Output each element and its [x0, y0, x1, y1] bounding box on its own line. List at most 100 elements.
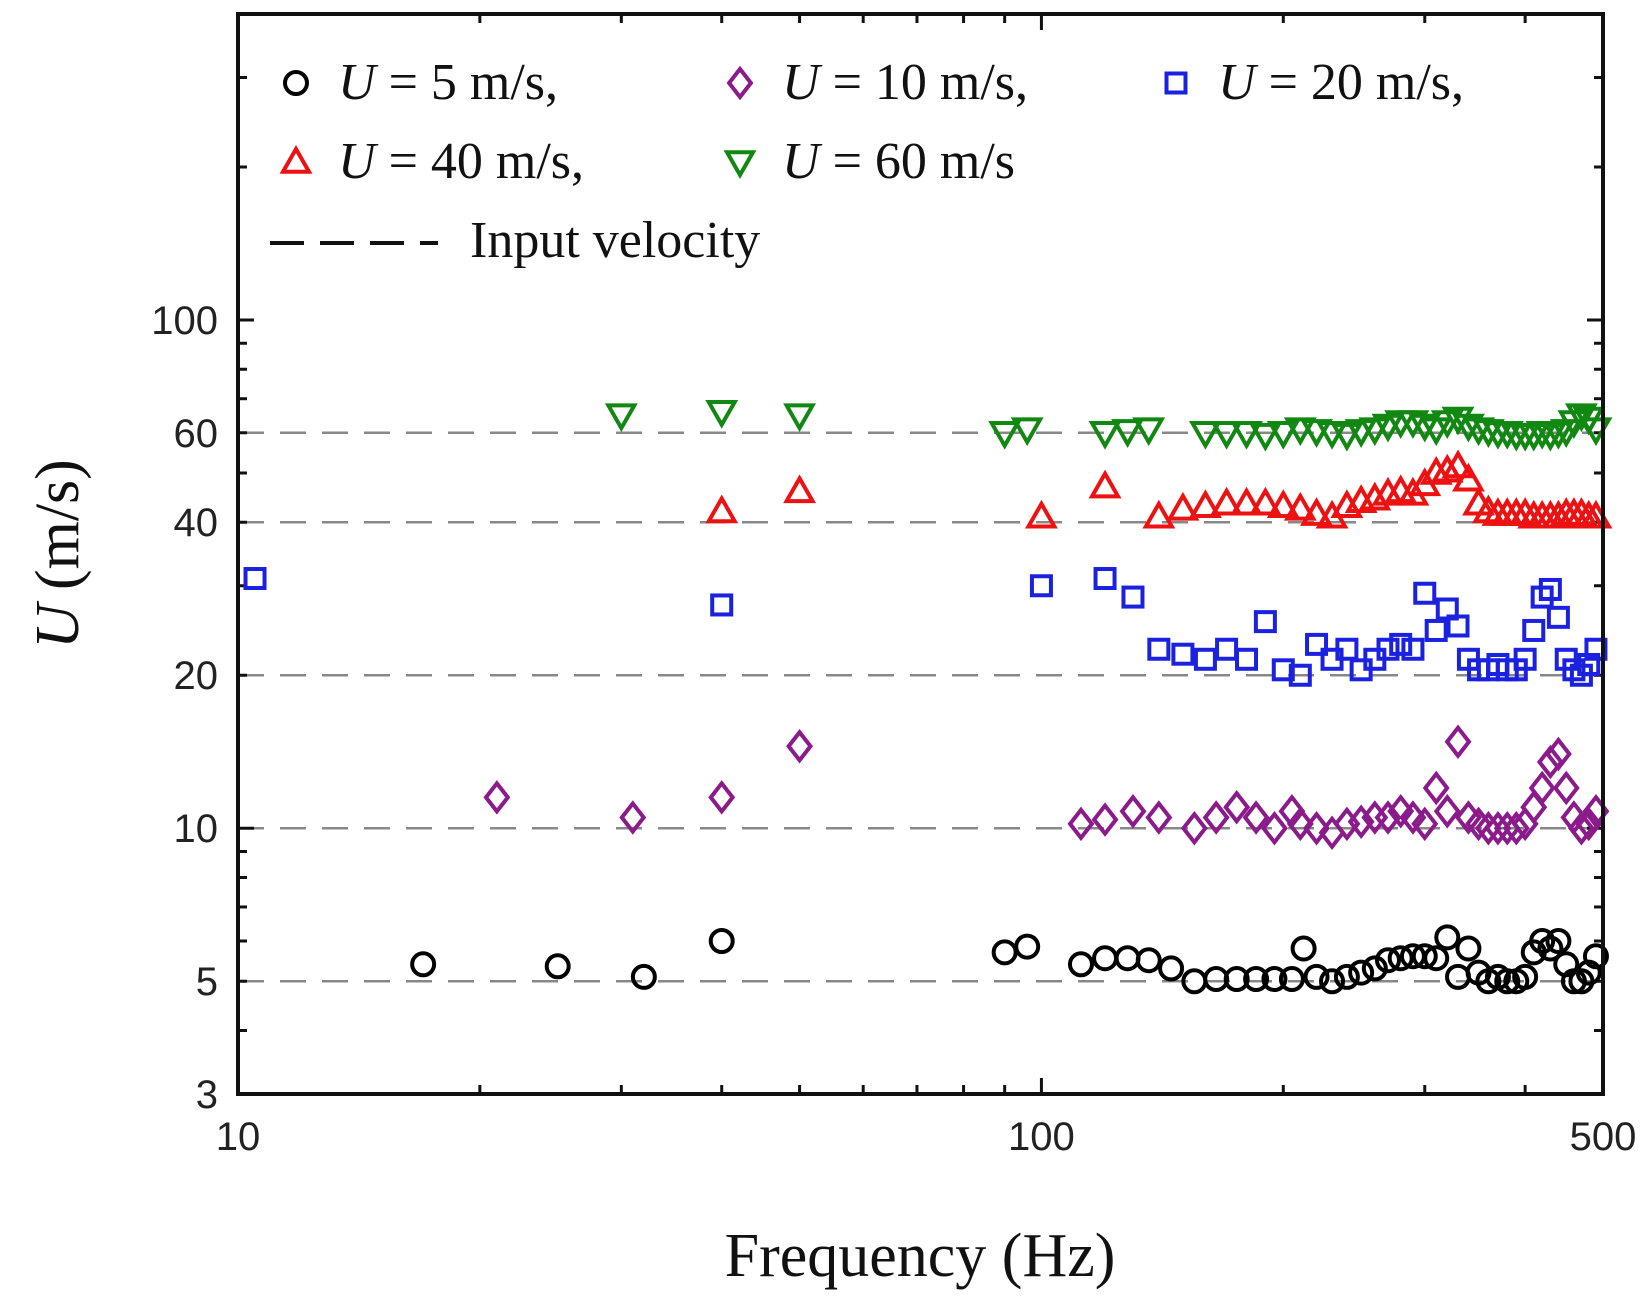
data-point [988, 421, 1022, 450]
data-point [1283, 491, 1317, 521]
data-point [1088, 421, 1122, 450]
y-tick-label: 60 [174, 412, 219, 456]
data-point [1243, 966, 1270, 993]
data-point [783, 403, 817, 433]
data-point [483, 780, 511, 815]
plot-area [238, 14, 1603, 1094]
data-point [1538, 577, 1562, 601]
legend-marker [726, 65, 754, 101]
data-point [1484, 810, 1512, 846]
data-point [1564, 497, 1598, 526]
series-1 [483, 724, 1610, 850]
data-point [1528, 770, 1556, 806]
legend-item-3: U = 40 m/s, [279, 133, 584, 190]
y-tick-label: 100 [151, 299, 218, 343]
data-point [604, 403, 638, 433]
legend-item-4: U = 60 m/s [723, 133, 1015, 190]
data-point [1300, 497, 1333, 526]
data-point [1067, 951, 1094, 978]
data-point [1319, 968, 1346, 995]
data-point [1248, 422, 1282, 452]
data-point [1147, 637, 1171, 661]
data-point [1230, 486, 1263, 516]
data-point [1014, 933, 1041, 960]
legend-label-text: = 40 m/s, [376, 133, 584, 190]
tick-labels: 10 100 500 3 5 10 20 40 60 100 [151, 299, 1636, 1159]
data-point [1261, 966, 1288, 993]
data-point [1333, 963, 1360, 990]
data-point [1088, 469, 1122, 499]
data-point [1188, 489, 1222, 519]
data-point [1413, 581, 1437, 605]
data-point [1132, 417, 1166, 447]
data-point [1419, 455, 1453, 485]
series-2 [243, 567, 1608, 687]
legend-label-symbol: U [338, 54, 379, 111]
data-point [1303, 963, 1330, 990]
data-point [1430, 453, 1464, 483]
legend: U = 5 m/s, U = 10 m/s, U = 20 m/s,U = 40 m… [270, 54, 1464, 269]
legend-label-text: = 20 m/s, [1256, 54, 1464, 111]
data-point [1358, 481, 1392, 511]
y-tick-label: 40 [174, 501, 219, 545]
data-point [1544, 736, 1572, 772]
data-point [1446, 614, 1470, 638]
data-point [786, 728, 814, 764]
data-point [1537, 935, 1564, 962]
legend-label: U = 5 m/s, [338, 54, 558, 111]
legend-label: U = 10 m/s, [782, 54, 1028, 111]
data-point [1444, 724, 1472, 759]
legend-label-symbol: U [782, 54, 823, 111]
data-point [1286, 806, 1314, 842]
y-axis-unit: (m/s) [24, 459, 92, 590]
data-point [1577, 652, 1601, 676]
data-point [1545, 928, 1572, 955]
data-point [1411, 943, 1438, 970]
legend-label-text: = 5 m/s, [376, 54, 558, 111]
data-point [1433, 794, 1461, 829]
data-point [1242, 800, 1270, 835]
data-point [1361, 955, 1388, 982]
data-point [1584, 637, 1608, 661]
data-point [1567, 810, 1595, 846]
legend-item-1: U = 10 m/s, [726, 54, 1028, 111]
data-point [1434, 924, 1461, 951]
data-point [1422, 770, 1450, 806]
data-point [1288, 663, 1312, 687]
legend-label: U = 20 m/s, [1218, 54, 1464, 111]
x-tick-label: 10 [216, 1115, 261, 1159]
data-point [1494, 968, 1521, 995]
data-point [1158, 955, 1185, 982]
y-axis-title: U (m/s) [24, 459, 92, 649]
data-point [1564, 403, 1598, 433]
legend-label-symbol: U [1218, 54, 1259, 111]
data-point [1401, 637, 1425, 661]
data-point [1374, 800, 1402, 835]
legend-label-symbol: U [782, 133, 823, 190]
data-point [1266, 489, 1300, 519]
data-point [1575, 806, 1603, 842]
data-point [1093, 567, 1117, 591]
data-point [1260, 810, 1288, 846]
y-axis-symbol: U [24, 600, 92, 649]
y-tick-label: 5 [196, 960, 218, 1004]
data-point [1290, 935, 1317, 962]
data-point [1253, 610, 1277, 634]
data-point [1411, 806, 1439, 842]
legend-label: U = 40 m/s, [338, 133, 584, 190]
legend-marker [723, 150, 757, 180]
data-point [1266, 421, 1300, 450]
data-point [243, 567, 267, 591]
legend-item-5: Input velocity [270, 212, 760, 269]
data-point [1210, 421, 1244, 450]
legend-label-text: = 10 m/s, [820, 54, 1028, 111]
data-point [1029, 574, 1053, 598]
legend-item-0: U = 5 m/s, [283, 54, 558, 111]
data-point [544, 953, 571, 980]
data-point [1166, 491, 1200, 521]
data-point [1119, 794, 1147, 829]
series-3 [705, 449, 1613, 529]
legend-label-text: = 60 m/s [820, 133, 1015, 190]
legend-marker [283, 70, 309, 96]
x-tick-label: 100 [1008, 1115, 1075, 1159]
